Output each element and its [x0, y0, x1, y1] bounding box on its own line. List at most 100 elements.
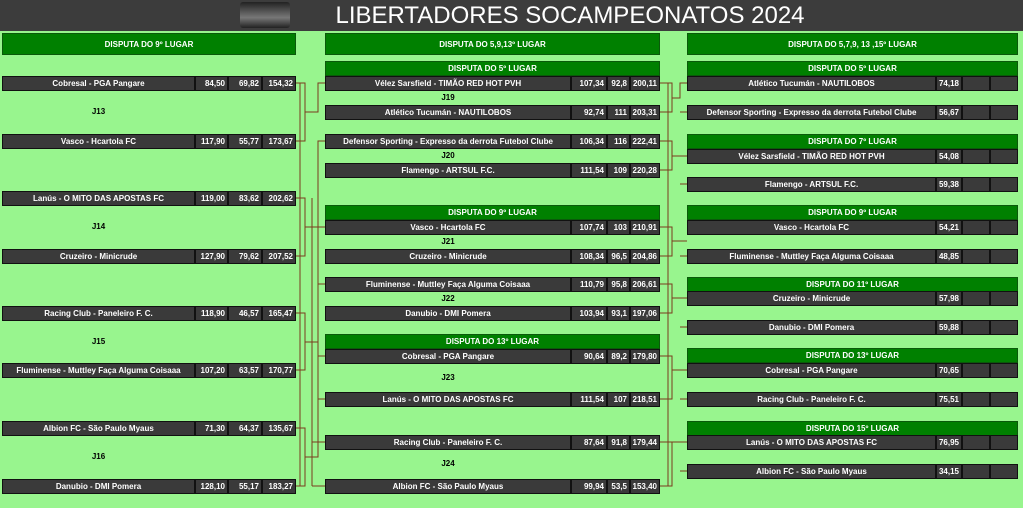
section-header: DISPUTA DO 13º LUGAR — [687, 348, 1018, 363]
empty-cell — [990, 149, 1018, 164]
empty-cell — [962, 76, 990, 91]
team-name: Lanús - O MITO DAS APOSTAS FC — [687, 435, 936, 450]
score: 89,2 — [607, 349, 630, 364]
empty-cell — [990, 177, 1018, 192]
page-title: LIBERTADORES SOCAMPEONATOS 2024 — [335, 2, 805, 29]
section-header: DISPUTA DO 9º LUGAR — [687, 205, 1018, 220]
score: 70,65 — [936, 363, 962, 378]
game-label: J13 — [91, 107, 106, 116]
team-name: Atlético Tucumán - NAUTILOBOS — [325, 105, 571, 120]
total: 183,27 — [262, 479, 296, 494]
empty-cell — [990, 464, 1018, 479]
total: 220,28 — [630, 163, 660, 178]
team-name: Defensor Sporting - Expresso da derrota … — [687, 105, 936, 120]
column-header: DISPUTA DO 5,7,9, 13 ,15º LUGAR — [687, 33, 1018, 55]
score: 57,98 — [936, 291, 962, 306]
score: 75,51 — [936, 392, 962, 407]
score: 107 — [607, 392, 630, 407]
team-name: Lanús - O MITO DAS APOSTAS FC — [2, 191, 195, 206]
score: 90,64 — [571, 349, 607, 364]
team-name: Vélez Sarsfield - TIMÃO RED HOT PVH — [325, 76, 571, 91]
score: 96,5 — [607, 249, 630, 264]
score: 53,5 — [607, 479, 630, 494]
total: 207,52 — [262, 249, 296, 264]
score: 59,38 — [936, 177, 962, 192]
team-name: Flamengo - ARTSUL F.C. — [325, 163, 571, 178]
score: 103,94 — [571, 306, 607, 321]
score: 119,00 — [195, 191, 228, 206]
team-name: Flamengo - ARTSUL F.C. — [687, 177, 936, 192]
game-label: J15 — [91, 336, 106, 346]
score: 106,34 — [571, 134, 607, 149]
score: 74,18 — [936, 76, 962, 91]
empty-cell — [962, 249, 990, 264]
empty-cell — [962, 363, 990, 378]
team-name: Danubio - DMI Pomera — [2, 479, 195, 494]
score: 55,17 — [228, 479, 262, 494]
empty-cell — [962, 392, 990, 407]
total: 173,67 — [262, 134, 296, 149]
empty-cell — [990, 363, 1018, 378]
empty-cell — [990, 392, 1018, 407]
score: 107,74 — [571, 220, 607, 235]
team-name: Racing Club - Paneleiro F. C. — [2, 306, 195, 321]
score: 92,8 — [607, 76, 630, 91]
team-name: Lanús - O MITO DAS APOSTAS FC — [325, 392, 571, 407]
score: 128,10 — [195, 479, 228, 494]
score: 92,74 — [571, 105, 607, 120]
score: 116 — [607, 134, 630, 149]
empty-cell — [990, 220, 1018, 235]
total: 165,47 — [262, 306, 296, 321]
team-name: Cobresal - PGA Pangare — [687, 363, 936, 378]
empty-cell — [990, 320, 1018, 335]
score: 87,64 — [571, 435, 607, 450]
score: 91,8 — [607, 435, 630, 450]
score: 56,67 — [936, 105, 962, 120]
section-header: DISPUTA DO 7º LUGAR — [687, 134, 1018, 149]
empty-cell — [990, 105, 1018, 120]
score: 54,21 — [936, 220, 962, 235]
empty-cell — [962, 435, 990, 450]
score: 109 — [607, 163, 630, 178]
team-name: Albion FC - São Paulo Myaus — [2, 421, 195, 436]
empty-cell — [990, 291, 1018, 306]
team-name: Fluminense - Muttley Faça Alguma Coisaaa — [2, 363, 195, 378]
empty-cell — [962, 177, 990, 192]
total: 135,67 — [262, 421, 296, 436]
score: 110,79 — [571, 277, 607, 292]
score: 63,57 — [228, 363, 262, 378]
team-name: Cobresal - PGA Pangare — [2, 76, 195, 91]
empty-cell — [962, 320, 990, 335]
game-label: J23 — [441, 372, 455, 382]
team-name: Cruzeiro - Minicrude — [687, 291, 936, 306]
score: 48,85 — [936, 249, 962, 264]
total: 200,11 — [630, 76, 660, 91]
team-name: Vasco - Hcartola FC — [687, 220, 936, 235]
empty-cell — [962, 464, 990, 479]
game-label: J24 — [441, 459, 455, 468]
score: 54,08 — [936, 149, 962, 164]
section-header: DISPUTA DO 15º LUGAR — [687, 421, 1018, 436]
total: 154,32 — [262, 76, 296, 91]
team-name: Defensor Sporting - Expresso da derrota … — [325, 134, 571, 149]
total: 179,80 — [630, 349, 660, 364]
score: 71,30 — [195, 421, 228, 436]
total: 204,86 — [630, 249, 660, 264]
empty-cell — [962, 291, 990, 306]
section-header: DISPUTA DO 5º LUGAR — [325, 61, 660, 76]
team-name: Danubio - DMI Pomera — [687, 320, 936, 335]
game-label: J16 — [91, 452, 106, 461]
score: 55,77 — [228, 134, 262, 149]
score: 64,37 — [228, 421, 262, 436]
score: 79,62 — [228, 249, 262, 264]
score: 83,62 — [228, 191, 262, 206]
empty-cell — [990, 435, 1018, 450]
score: 84,50 — [195, 76, 228, 91]
section-header: DISPUTA DO 5º LUGAR — [687, 61, 1018, 76]
total: 170,77 — [262, 363, 296, 378]
team-name: Atlético Tucumán - NAUTILOBOS — [687, 76, 936, 91]
score: 99,94 — [571, 479, 607, 494]
team-name: Racing Club - Paneleiro F. C. — [325, 435, 571, 450]
